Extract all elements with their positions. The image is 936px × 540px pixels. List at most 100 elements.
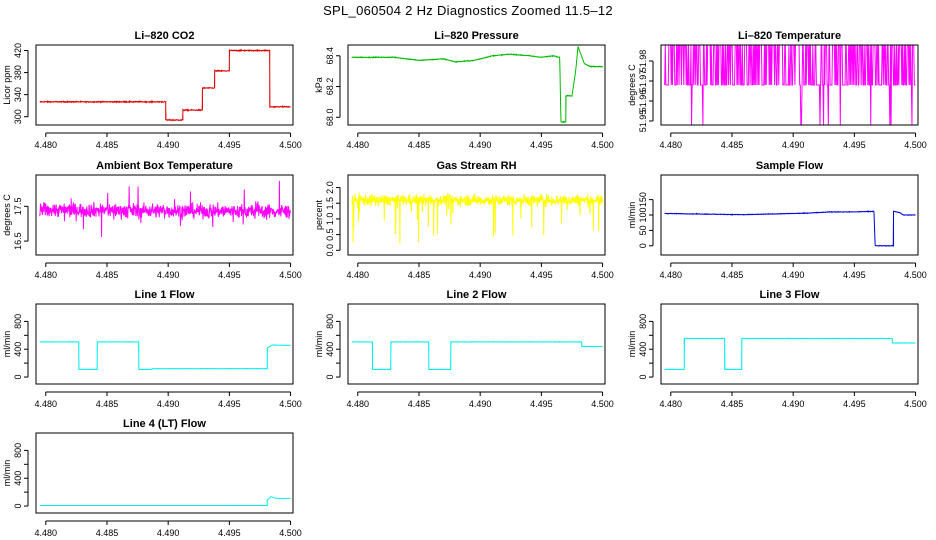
chart-title: Line 3 Flow	[760, 289, 820, 301]
x-tick-label: 4.480	[347, 140, 370, 150]
y-tick-label: 51.97	[638, 70, 648, 93]
series-line	[664, 210, 916, 248]
x-tick-label: 4.490	[157, 399, 180, 409]
x-tick-label: 4.485	[96, 528, 119, 538]
x-tick-label: 4.495	[530, 270, 553, 280]
series-line	[39, 48, 291, 122]
plot-frame	[35, 174, 294, 256]
chart-title: Li–820 Pressure	[434, 30, 518, 42]
y-axis-label: ml/min	[627, 331, 637, 358]
y-tick-label: 0	[638, 243, 648, 248]
plot-frame	[660, 303, 919, 385]
y-tick-label: 1.5	[325, 197, 335, 210]
x-tick-label: 4.500	[279, 399, 302, 409]
y-tick-label: 0	[13, 375, 23, 380]
x-tick-label: 4.480	[35, 270, 58, 280]
plot-frame	[660, 174, 919, 256]
y-tick-label: 300	[13, 109, 23, 124]
y-tick-label: 420	[13, 43, 23, 58]
x-tick-label: 4.480	[660, 140, 683, 150]
y-tick-label: 100	[638, 207, 648, 222]
chart-panel-1: Li–820 CO2 4.480 4.485 4.490 4.495 4.500 300 34…	[2, 30, 302, 150]
x-tick-label: 4.500	[591, 270, 614, 280]
series-line	[664, 45, 916, 125]
x-tick-label: 4.485	[408, 140, 431, 150]
series-line	[351, 340, 603, 371]
x-tick-label: 4.480	[347, 399, 370, 409]
y-axis-label: ml/min	[2, 331, 12, 358]
x-tick-label: 4.480	[35, 528, 58, 538]
x-tick-label: 4.490	[469, 140, 492, 150]
plot-frame	[660, 44, 919, 126]
chart-title: Ambient Box Temperature	[96, 160, 233, 172]
x-tick-label: 4.490	[782, 140, 805, 150]
x-tick-label: 4.485	[721, 140, 744, 150]
y-axis-label: degrees C	[627, 64, 637, 106]
x-tick-label: 4.495	[530, 399, 553, 409]
x-tick-label: 4.500	[904, 270, 927, 280]
x-tick-label: 4.485	[408, 270, 431, 280]
chart-panel-10: Line 4 (LT) Flow 4.480 4.485 4.490 4.495 4.50…	[2, 418, 302, 538]
chart-panel-7: Line 1 Flow 4.480 4.485 4.490 4.495 4.500 0 400…	[2, 289, 302, 409]
series-line	[664, 337, 916, 371]
x-tick-label: 4.480	[660, 399, 683, 409]
y-tick-label: 51.96	[638, 90, 648, 113]
chart-panel-5: Gas Stream RH 4.480 4.485 4.490 4.495 4.500 0.…	[314, 160, 614, 280]
plot-frame	[35, 44, 294, 126]
chart-panel-2: Li–820 Pressure 4.480 4.485 4.490 4.495 4.500…	[314, 30, 614, 150]
series-line	[39, 180, 292, 237]
chart-panel-9: Line 3 Flow 4.480 4.485 4.490 4.495 4.500 0 400…	[627, 289, 927, 409]
x-tick-label: 4.480	[35, 140, 58, 150]
y-tick-label: 0.0	[325, 244, 335, 257]
y-axis-label: degrees C	[2, 194, 12, 236]
plot-frame	[347, 303, 606, 385]
x-tick-label: 4.485	[408, 399, 431, 409]
y-tick-label: 800	[13, 314, 23, 329]
plot-frame	[35, 303, 294, 385]
y-tick-label: 380	[13, 65, 23, 80]
x-tick-label: 4.485	[96, 140, 119, 150]
y-tick-label: 68.4	[325, 47, 335, 65]
x-tick-label: 4.490	[782, 270, 805, 280]
y-tick-label: 68.0	[325, 109, 335, 127]
y-tick-label: 50	[638, 225, 648, 235]
y-tick-label: 68.2	[325, 78, 335, 96]
chart-panel-6: Sample Flow 4.480 4.485 4.490 4.495 4.500 0 50 1…	[627, 160, 927, 280]
x-tick-label: 4.480	[35, 399, 58, 409]
y-tick-label: 400	[13, 471, 23, 486]
y-tick-label: 17.5	[13, 198, 23, 216]
y-tick-label: 340	[13, 87, 23, 102]
chart-title: Line 4 (LT) Flow	[123, 418, 206, 430]
x-tick-label: 4.495	[843, 399, 866, 409]
y-tick-label: 51.95	[638, 110, 648, 133]
y-tick-label: 2.0	[325, 181, 335, 194]
x-tick-label: 4.490	[782, 399, 805, 409]
plot-frame	[347, 174, 606, 256]
y-axis-label: percent	[314, 199, 324, 230]
y-axis-label: ml/min	[314, 331, 324, 358]
x-tick-label: 4.480	[660, 270, 683, 280]
y-axis-label: ml/min	[627, 202, 637, 229]
series-line	[351, 46, 604, 124]
x-tick-label: 4.485	[96, 270, 119, 280]
x-tick-label: 4.490	[469, 399, 492, 409]
x-tick-label: 4.495	[843, 270, 866, 280]
y-tick-label: 400	[13, 342, 23, 357]
y-tick-label: 0	[13, 504, 23, 509]
y-axis-label: ml/min	[2, 460, 12, 487]
x-tick-label: 4.500	[591, 140, 614, 150]
x-tick-label: 4.495	[218, 399, 241, 409]
y-tick-label: 16.5	[13, 232, 23, 250]
x-tick-label: 4.490	[157, 140, 180, 150]
x-tick-label: 4.500	[591, 399, 614, 409]
x-tick-label: 4.495	[218, 270, 241, 280]
y-tick-label: 800	[13, 443, 23, 458]
chart-title: Line 1 Flow	[135, 289, 195, 301]
x-tick-label: 4.500	[904, 140, 927, 150]
x-tick-label: 4.480	[347, 270, 370, 280]
series-line	[39, 340, 291, 371]
figure-title: SPL_060504 2 Hz Diagnostics Zoomed 11.5–…	[323, 3, 613, 18]
y-tick-label: 800	[325, 314, 335, 329]
x-tick-label: 4.495	[530, 140, 553, 150]
